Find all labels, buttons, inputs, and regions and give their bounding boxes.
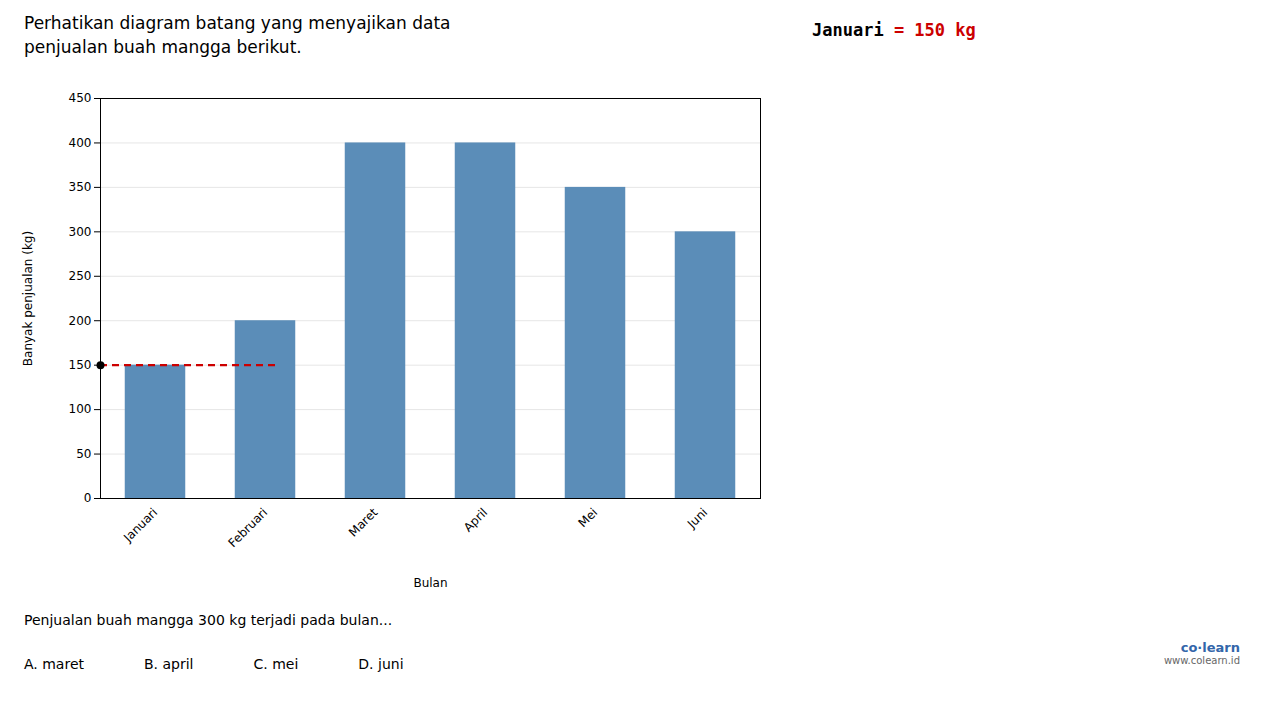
html-text:co·learn: co·learn bbox=[1180, 640, 1240, 655]
svg-text:300: 300 bbox=[69, 225, 92, 239]
html-text:Penjualan buah mangga 300 kg t: Penjualan buah mangga 300 kg terjadi pad… bbox=[24, 612, 393, 628]
html-text:Perhatikan diagram batang yang: Perhatikan diagram batang yang menyajika… bbox=[24, 13, 451, 33]
svg-text:150: 150 bbox=[69, 358, 92, 372]
svg-text:450: 450 bbox=[69, 91, 92, 105]
svg-text:April: April bbox=[461, 505, 490, 534]
html-text:www.colearn.id: www.colearn.id bbox=[1163, 655, 1240, 666]
html-text:D. juni: D. juni bbox=[358, 656, 404, 672]
html-text:B. april: B. april bbox=[144, 656, 194, 672]
svg-text:0: 0 bbox=[84, 491, 92, 505]
svg-text:200: 200 bbox=[69, 314, 92, 328]
svg-text:Juni: Juni bbox=[684, 505, 710, 531]
html-text:penjualan buah mangga berikut.: penjualan buah mangga berikut. bbox=[24, 36, 302, 57]
svg-text:350: 350 bbox=[69, 180, 92, 194]
svg-text:250: 250 bbox=[69, 269, 92, 283]
svg-text:Banyak penjualan (kg): Banyak penjualan (kg) bbox=[21, 231, 35, 366]
svg-text:100: 100 bbox=[69, 402, 92, 416]
svg-text:Januari: Januari bbox=[120, 505, 160, 545]
html-text:A. maret: A. maret bbox=[24, 656, 84, 672]
svg-text:Mei: Mei bbox=[576, 505, 601, 530]
svg-text:Februari: Februari bbox=[226, 505, 271, 550]
html-text:C. mei: C. mei bbox=[253, 656, 299, 672]
svg-text:50: 50 bbox=[76, 447, 91, 461]
svg-text:Bulan: Bulan bbox=[413, 576, 447, 590]
html-text:Januari = 150 kg: Januari = 150 kg bbox=[812, 20, 976, 40]
svg-text:400: 400 bbox=[69, 136, 92, 150]
svg-text:Maret: Maret bbox=[346, 505, 380, 539]
